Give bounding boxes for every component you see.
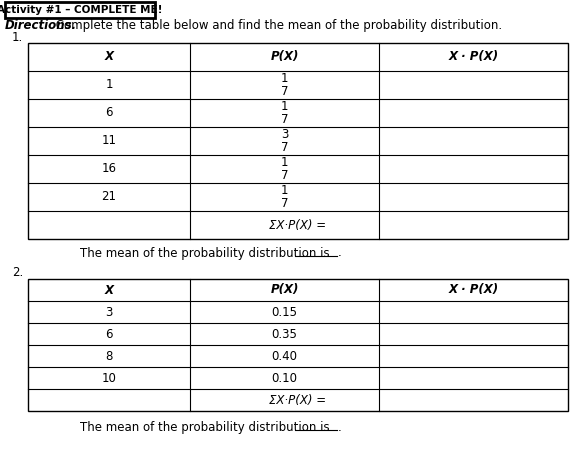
Bar xyxy=(5,2,155,18)
Text: X · P(X): X · P(X) xyxy=(449,284,499,297)
Text: 6: 6 xyxy=(105,106,113,120)
Text: 7: 7 xyxy=(281,197,288,210)
Text: 0.40: 0.40 xyxy=(272,350,298,363)
Text: 7: 7 xyxy=(281,140,288,153)
Text: 11: 11 xyxy=(101,134,116,147)
Text: 0.15: 0.15 xyxy=(272,306,298,319)
Text: .: . xyxy=(338,246,342,259)
Text: 8: 8 xyxy=(105,350,113,363)
Text: P(X): P(X) xyxy=(270,284,299,297)
Text: ΣX·P(X) =: ΣX·P(X) = xyxy=(269,219,327,232)
Text: P(X): P(X) xyxy=(270,51,299,64)
Text: Directions.: Directions. xyxy=(5,20,77,33)
Text: 1: 1 xyxy=(281,184,288,197)
Bar xyxy=(28,43,568,239)
Text: 2.: 2. xyxy=(12,266,23,279)
Text: 0.35: 0.35 xyxy=(272,327,298,340)
Text: Activity #1 – COMPLETE ME!: Activity #1 – COMPLETE ME! xyxy=(0,5,163,15)
Bar xyxy=(28,279,568,411)
Text: 16: 16 xyxy=(101,162,116,175)
Text: 7: 7 xyxy=(281,113,288,126)
Text: 1: 1 xyxy=(281,156,288,169)
Text: 21: 21 xyxy=(101,191,116,204)
Text: 10: 10 xyxy=(101,372,116,385)
Text: 1: 1 xyxy=(105,79,113,92)
Text: 7: 7 xyxy=(281,169,288,182)
Text: 0.10: 0.10 xyxy=(272,372,298,385)
Text: The mean of the probability distribution is: The mean of the probability distribution… xyxy=(80,246,334,259)
Text: 1: 1 xyxy=(281,100,288,113)
Text: X · P(X): X · P(X) xyxy=(449,51,499,64)
Text: 1.: 1. xyxy=(12,32,23,45)
Text: The mean of the probability distribution is: The mean of the probability distribution… xyxy=(80,420,334,433)
Text: X: X xyxy=(104,51,113,64)
Text: 6: 6 xyxy=(105,327,113,340)
Text: Complete the table below and find the mean of the probability distribution.: Complete the table below and find the me… xyxy=(52,20,502,33)
Text: 7: 7 xyxy=(281,85,288,98)
Text: 1: 1 xyxy=(281,73,288,86)
Text: 3: 3 xyxy=(281,128,288,141)
Text: 3: 3 xyxy=(105,306,113,319)
Text: X: X xyxy=(104,284,113,297)
Text: .: . xyxy=(338,420,342,433)
Text: ΣX·P(X) =: ΣX·P(X) = xyxy=(269,393,327,406)
